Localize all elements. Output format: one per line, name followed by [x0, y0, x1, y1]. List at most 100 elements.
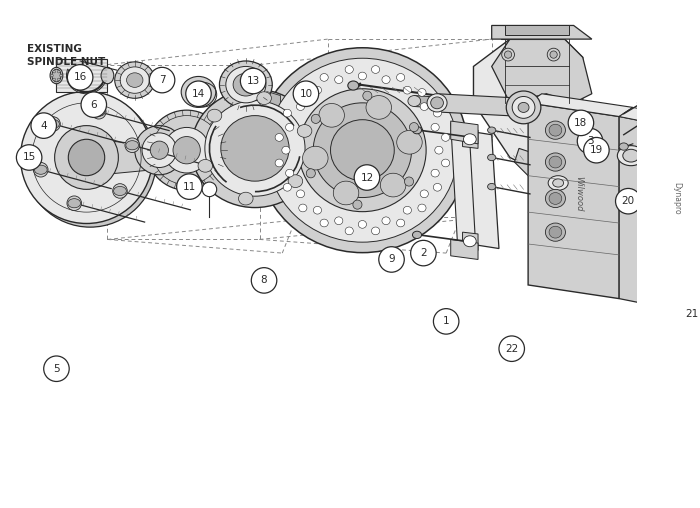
Ellipse shape	[518, 103, 529, 112]
Circle shape	[16, 145, 42, 170]
Polygon shape	[91, 139, 187, 176]
Polygon shape	[451, 123, 476, 256]
Ellipse shape	[52, 69, 61, 82]
Circle shape	[57, 70, 60, 73]
Ellipse shape	[319, 104, 344, 127]
Ellipse shape	[299, 204, 307, 212]
Ellipse shape	[288, 175, 302, 187]
Circle shape	[202, 182, 217, 197]
Ellipse shape	[431, 169, 439, 177]
Ellipse shape	[427, 94, 447, 112]
Ellipse shape	[126, 141, 139, 150]
Text: 16: 16	[74, 72, 87, 82]
Circle shape	[312, 114, 321, 123]
Text: 21: 21	[685, 309, 699, 319]
Circle shape	[379, 247, 405, 272]
Circle shape	[615, 188, 641, 214]
Ellipse shape	[348, 81, 359, 90]
Ellipse shape	[113, 186, 127, 196]
Ellipse shape	[345, 66, 354, 73]
Text: 13: 13	[246, 76, 260, 86]
Polygon shape	[437, 94, 524, 116]
Ellipse shape	[205, 101, 305, 196]
Ellipse shape	[267, 58, 458, 242]
Ellipse shape	[20, 91, 153, 224]
Circle shape	[34, 163, 48, 177]
Polygon shape	[500, 30, 564, 39]
Ellipse shape	[207, 109, 222, 122]
Ellipse shape	[433, 109, 442, 117]
Text: 9: 9	[389, 255, 395, 265]
Circle shape	[149, 68, 175, 93]
Polygon shape	[463, 232, 478, 250]
Circle shape	[693, 277, 700, 302]
Ellipse shape	[233, 73, 258, 96]
Ellipse shape	[620, 143, 629, 150]
Ellipse shape	[330, 120, 394, 181]
Ellipse shape	[549, 124, 562, 136]
Ellipse shape	[553, 179, 564, 187]
Ellipse shape	[463, 134, 476, 145]
Text: 19: 19	[590, 145, 603, 155]
Ellipse shape	[512, 97, 535, 118]
Circle shape	[52, 70, 55, 73]
Ellipse shape	[545, 223, 566, 241]
Ellipse shape	[296, 103, 304, 110]
Circle shape	[550, 51, 557, 58]
Text: 1: 1	[443, 316, 449, 326]
Ellipse shape	[239, 192, 253, 205]
Circle shape	[50, 74, 53, 77]
Ellipse shape	[638, 120, 647, 126]
Circle shape	[354, 165, 379, 190]
Circle shape	[113, 184, 127, 198]
Ellipse shape	[420, 103, 428, 110]
Text: 15: 15	[22, 152, 36, 163]
Circle shape	[405, 177, 414, 186]
Polygon shape	[620, 116, 665, 308]
Text: 6: 6	[90, 100, 97, 110]
Ellipse shape	[55, 125, 118, 189]
Ellipse shape	[150, 141, 169, 160]
Ellipse shape	[257, 48, 468, 252]
Text: 14: 14	[192, 89, 205, 99]
Ellipse shape	[545, 189, 566, 208]
Text: 17: 17	[699, 284, 700, 295]
Ellipse shape	[463, 236, 476, 247]
Ellipse shape	[488, 183, 496, 190]
Polygon shape	[463, 130, 478, 148]
Ellipse shape	[115, 62, 155, 99]
Ellipse shape	[372, 66, 379, 73]
Ellipse shape	[198, 160, 213, 172]
Ellipse shape	[299, 88, 307, 97]
Ellipse shape	[380, 173, 406, 197]
Polygon shape	[620, 107, 678, 125]
Ellipse shape	[314, 206, 321, 214]
Ellipse shape	[320, 219, 328, 227]
Ellipse shape	[545, 153, 566, 171]
Polygon shape	[460, 125, 472, 253]
Ellipse shape	[335, 217, 343, 225]
Ellipse shape	[142, 133, 176, 168]
Ellipse shape	[257, 92, 272, 105]
Ellipse shape	[286, 169, 294, 177]
Ellipse shape	[226, 67, 266, 103]
Text: Dynapro: Dynapro	[672, 182, 681, 215]
Text: 8: 8	[260, 275, 267, 285]
Text: 18: 18	[574, 118, 587, 128]
Ellipse shape	[220, 116, 289, 181]
Circle shape	[46, 117, 60, 131]
Ellipse shape	[623, 149, 639, 162]
Polygon shape	[451, 121, 478, 144]
Ellipse shape	[408, 96, 421, 107]
Ellipse shape	[396, 74, 405, 81]
Ellipse shape	[420, 190, 428, 198]
Ellipse shape	[372, 227, 379, 235]
Circle shape	[363, 91, 372, 100]
Ellipse shape	[299, 89, 426, 212]
Circle shape	[52, 78, 55, 81]
Ellipse shape	[403, 206, 412, 214]
Ellipse shape	[638, 100, 647, 106]
Circle shape	[92, 105, 106, 119]
Ellipse shape	[548, 176, 568, 190]
Ellipse shape	[187, 81, 210, 103]
